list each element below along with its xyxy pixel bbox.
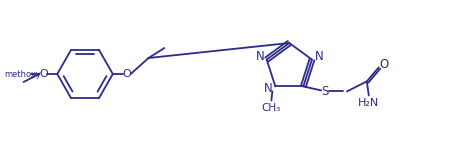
Text: O: O bbox=[39, 69, 48, 79]
Text: O: O bbox=[122, 69, 131, 79]
Text: CH₃: CH₃ bbox=[262, 103, 281, 113]
Text: N: N bbox=[256, 50, 264, 63]
Text: N: N bbox=[264, 82, 273, 95]
Text: methoxy: methoxy bbox=[4, 69, 41, 79]
Text: O: O bbox=[379, 58, 388, 71]
Text: S: S bbox=[321, 85, 329, 98]
Text: N: N bbox=[315, 50, 323, 63]
Text: H₂N: H₂N bbox=[358, 98, 379, 108]
